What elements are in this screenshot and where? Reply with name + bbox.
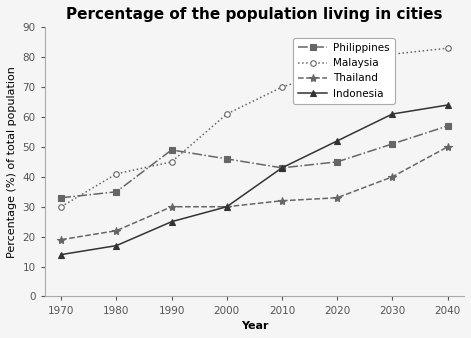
- Philippines: [58, 196, 64, 200]
- Malaysia: [169, 160, 174, 164]
- Thailand: [114, 228, 119, 233]
- Legend: Philippines, Malaysia, Thailand, Indonesia: Philippines, Malaysia, Thailand, Indones…: [293, 38, 395, 104]
- Thailand: [224, 205, 229, 209]
- Malaysia: [224, 112, 229, 116]
- X-axis label: Year: Year: [241, 321, 268, 331]
- Line: Philippines: Philippines: [58, 123, 450, 200]
- Philippines: [169, 148, 174, 152]
- Indonesia: [279, 166, 285, 170]
- Philippines: [224, 157, 229, 161]
- Malaysia: [114, 172, 119, 176]
- Thailand: [390, 175, 395, 179]
- Indonesia: [390, 112, 395, 116]
- Philippines: [445, 124, 450, 128]
- Line: Thailand: Thailand: [57, 143, 452, 244]
- Philippines: [114, 190, 119, 194]
- Indonesia: [445, 103, 450, 107]
- Indonesia: [114, 244, 119, 248]
- Indonesia: [224, 205, 229, 209]
- Indonesia: [169, 220, 174, 224]
- Indonesia: [334, 139, 340, 143]
- Thailand: [279, 199, 285, 203]
- Philippines: [279, 166, 285, 170]
- Philippines: [390, 142, 395, 146]
- Philippines: [334, 160, 340, 164]
- Malaysia: [390, 52, 395, 56]
- Malaysia: [445, 46, 450, 50]
- Y-axis label: Percentage (%) of total population: Percentage (%) of total population: [7, 66, 17, 258]
- Malaysia: [58, 205, 64, 209]
- Malaysia: [334, 67, 340, 71]
- Thailand: [445, 145, 450, 149]
- Line: Malaysia: Malaysia: [58, 45, 450, 210]
- Malaysia: [279, 85, 285, 89]
- Title: Percentage of the population living in cities: Percentage of the population living in c…: [66, 7, 443, 22]
- Line: Indonesia: Indonesia: [58, 102, 450, 257]
- Thailand: [334, 196, 340, 200]
- Thailand: [58, 238, 64, 242]
- Indonesia: [58, 252, 64, 257]
- Thailand: [169, 205, 174, 209]
